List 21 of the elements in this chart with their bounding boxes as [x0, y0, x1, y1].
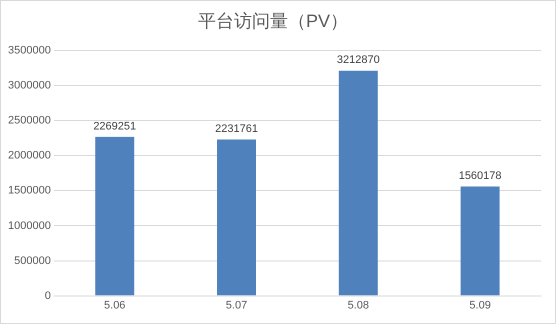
y-tick-label: 0 — [44, 290, 51, 302]
y-tick-label: 2500000 — [8, 114, 51, 127]
x-tick-label: 5.07 — [226, 299, 248, 312]
data-label: 2231761 — [215, 122, 258, 135]
y-tick-label: 1000000 — [8, 220, 51, 232]
chart-title: 平台访问量（PV） — [198, 10, 348, 31]
bar — [217, 139, 256, 296]
y-tick-label: 1500000 — [8, 184, 51, 197]
x-tick-label: 5.08 — [348, 299, 370, 312]
x-tick-label: 5.06 — [104, 299, 126, 312]
data-label: 1560178 — [458, 170, 502, 182]
bar — [338, 70, 378, 296]
y-tick-label: 2000000 — [8, 150, 51, 162]
y-tick-label: 3000000 — [8, 80, 51, 92]
y-tick-label: 3500000 — [8, 44, 51, 57]
bar — [460, 186, 500, 296]
x-tick-label: 5.09 — [469, 299, 491, 312]
data-label: 2269251 — [93, 120, 136, 132]
data-label: 3212870 — [336, 54, 380, 66]
y-tick-label: 500000 — [14, 254, 51, 267]
bar — [95, 136, 134, 296]
